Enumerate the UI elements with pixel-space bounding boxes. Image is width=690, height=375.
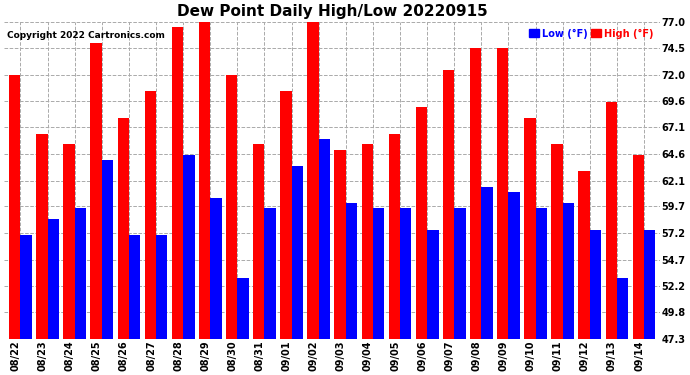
- Bar: [482, 187, 493, 339]
- Bar: [551, 144, 563, 339]
- Bar: [535, 209, 547, 339]
- Bar: [75, 209, 86, 339]
- Bar: [644, 230, 655, 339]
- Bar: [264, 209, 276, 339]
- Bar: [454, 209, 466, 339]
- Bar: [509, 192, 520, 339]
- Bar: [617, 278, 629, 339]
- Bar: [346, 203, 357, 339]
- Bar: [292, 166, 303, 339]
- Bar: [210, 198, 221, 339]
- Bar: [524, 118, 535, 339]
- Bar: [633, 155, 644, 339]
- Bar: [172, 27, 183, 339]
- Bar: [416, 107, 427, 339]
- Bar: [129, 235, 140, 339]
- Bar: [90, 43, 102, 339]
- Text: Copyright 2022 Cartronics.com: Copyright 2022 Cartronics.com: [8, 31, 166, 40]
- Bar: [319, 139, 330, 339]
- Bar: [36, 134, 48, 339]
- Bar: [590, 230, 601, 339]
- Bar: [427, 230, 439, 339]
- Bar: [497, 48, 509, 339]
- Title: Dew Point Daily High/Low 20220915: Dew Point Daily High/Low 20220915: [177, 4, 488, 19]
- Bar: [145, 91, 156, 339]
- Bar: [578, 171, 590, 339]
- Bar: [183, 155, 195, 339]
- Bar: [199, 22, 210, 339]
- Bar: [443, 70, 454, 339]
- Bar: [307, 22, 319, 339]
- Bar: [21, 235, 32, 339]
- Bar: [102, 160, 113, 339]
- Bar: [335, 150, 346, 339]
- Bar: [253, 144, 264, 339]
- Bar: [606, 102, 617, 339]
- Bar: [117, 118, 129, 339]
- Bar: [63, 144, 75, 339]
- Bar: [237, 278, 248, 339]
- Bar: [156, 235, 168, 339]
- Bar: [280, 91, 292, 339]
- Bar: [226, 75, 237, 339]
- Bar: [362, 144, 373, 339]
- Legend: Low (°F), High (°F): Low (°F), High (°F): [527, 27, 656, 40]
- Bar: [373, 209, 384, 339]
- Bar: [388, 134, 400, 339]
- Bar: [9, 75, 21, 339]
- Bar: [400, 209, 411, 339]
- Bar: [470, 48, 482, 339]
- Bar: [563, 203, 574, 339]
- Bar: [48, 219, 59, 339]
